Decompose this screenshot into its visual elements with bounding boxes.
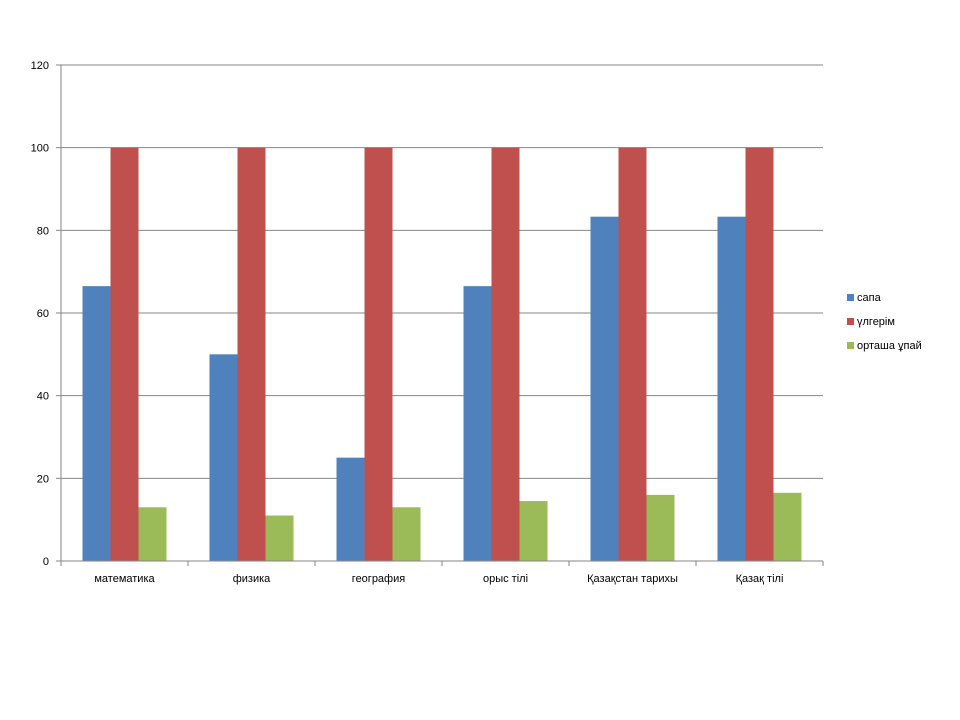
y-tick-label: 60 xyxy=(37,308,49,320)
bar xyxy=(364,147,393,561)
y-tick-label: 80 xyxy=(37,225,49,237)
legend-label: сапа xyxy=(857,292,882,304)
bar xyxy=(491,147,520,561)
bar xyxy=(110,147,139,561)
bar xyxy=(590,216,619,561)
bar xyxy=(618,147,647,561)
x-tick-label: география xyxy=(352,573,405,585)
y-tick-label: 0 xyxy=(43,556,49,568)
legend: сапа үлгерім орташа ұпай xyxy=(847,292,922,352)
x-tick-label: орыс тілі xyxy=(483,573,528,585)
bar xyxy=(392,507,421,561)
y-tick-label: 120 xyxy=(31,60,49,72)
y-tick-label: 40 xyxy=(37,391,49,403)
bar xyxy=(82,286,111,561)
bar xyxy=(138,507,167,561)
y-tick-label: 20 xyxy=(37,473,49,485)
x-tick-label: математика xyxy=(94,573,155,585)
bar xyxy=(336,457,365,561)
bar xyxy=(237,147,266,561)
bar xyxy=(519,501,548,561)
bar xyxy=(745,147,774,561)
bar xyxy=(265,515,294,561)
legend-label: орташа ұпай xyxy=(857,340,922,352)
bar xyxy=(773,492,802,561)
x-tick-label: физика xyxy=(233,573,271,585)
legend-swatch xyxy=(847,294,854,301)
x-tick-label: Қазақ тілі xyxy=(736,573,784,585)
x-axis: математика физика география орыс тілі Қазақс… xyxy=(60,560,824,585)
bar xyxy=(646,494,675,561)
bar xyxy=(717,216,746,561)
x-tick-label: Қазақстан тарихы xyxy=(587,573,678,585)
legend-swatch xyxy=(847,342,854,349)
y-tick-label: 100 xyxy=(31,143,49,155)
y-axis: 0 20 40 60 80 100 120 xyxy=(31,60,62,568)
bar xyxy=(209,354,238,561)
bars xyxy=(82,147,802,561)
legend-swatch xyxy=(847,318,854,325)
bar xyxy=(463,286,492,561)
legend-label: үлгерім xyxy=(857,316,895,328)
gridlines xyxy=(61,64,823,479)
